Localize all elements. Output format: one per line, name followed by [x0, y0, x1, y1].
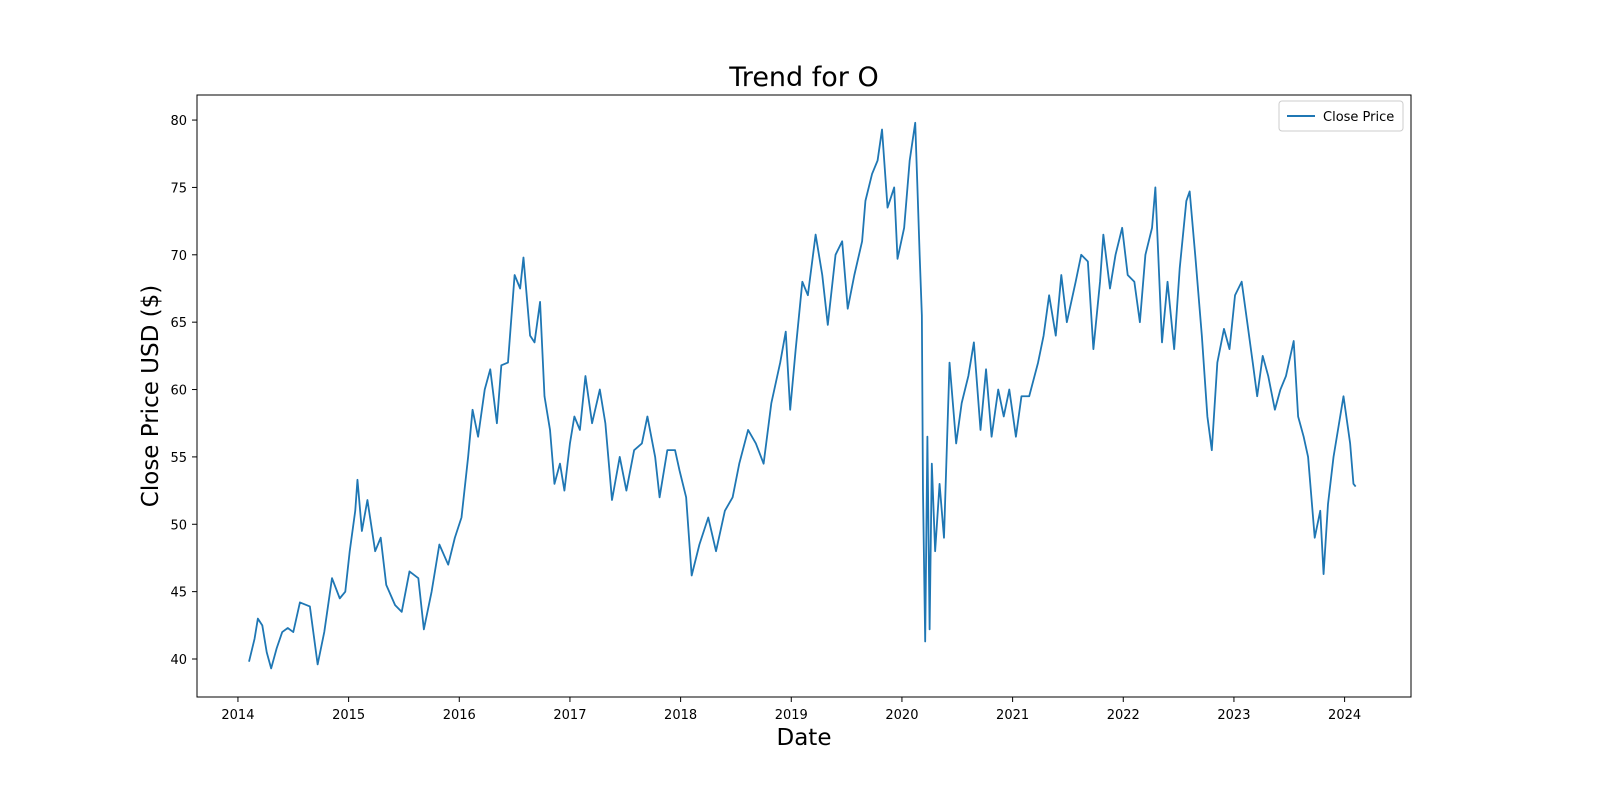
data-line [248, 121, 1357, 670]
x-tick-label: 2016 [443, 708, 476, 723]
y-tick-label: 65 [170, 316, 187, 331]
x-tick-label: 2017 [553, 708, 586, 723]
x-tick-label: 2014 [221, 708, 254, 723]
x-axis-label: Date [777, 725, 832, 751]
y-axis-label: Close Price USD ($) [138, 285, 164, 507]
y-tick-label: 55 [170, 451, 187, 466]
y-tick-label: 75 [170, 181, 187, 196]
legend-box [1278, 100, 1404, 132]
chart-title: Trend for O [728, 62, 878, 93]
y-tick-label: 50 [170, 518, 187, 533]
plot-frame [196, 94, 1412, 698]
y-tick-label: 60 [170, 384, 187, 399]
x-tick-label: 2018 [664, 708, 697, 723]
y-tick-label: 70 [170, 249, 187, 264]
x-tick-label: 2015 [332, 708, 365, 723]
x-tick-label: 2020 [885, 708, 918, 723]
x-tick-label: 2022 [1107, 708, 1140, 723]
x-tick-label: 2024 [1328, 708, 1361, 723]
y-tick-label: 40 [170, 653, 187, 668]
y-tick-label: 45 [170, 586, 187, 601]
x-tick-label: 2021 [996, 708, 1029, 723]
x-tick-label: 2023 [1217, 708, 1250, 723]
legend-label: Close Price [1323, 110, 1394, 125]
x-tick-label: 2019 [775, 708, 808, 723]
y-tick-label: 80 [170, 114, 187, 129]
